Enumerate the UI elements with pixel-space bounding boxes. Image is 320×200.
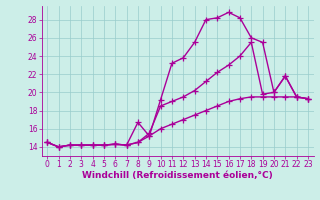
- X-axis label: Windchill (Refroidissement éolien,°C): Windchill (Refroidissement éolien,°C): [82, 171, 273, 180]
